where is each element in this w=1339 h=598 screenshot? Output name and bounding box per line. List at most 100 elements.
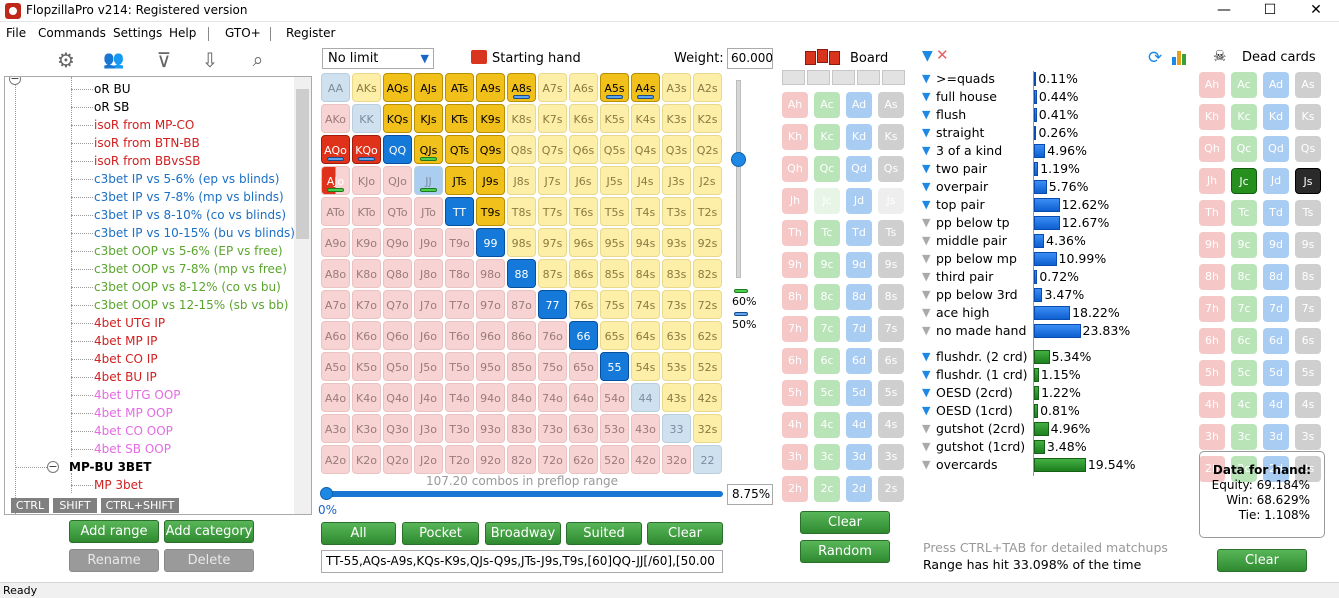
tree-item[interactable]: 4bet BU IP	[94, 370, 157, 384]
card-8c[interactable]: 8c	[814, 284, 840, 310]
card-Kd[interactable]: Kd	[1263, 104, 1289, 130]
card-Jh[interactable]: Jh	[1199, 168, 1225, 194]
stat-filter-icon[interactable]: ▼	[922, 144, 931, 157]
hand-cell-A2s[interactable]: A2s	[693, 73, 722, 102]
card-Ks[interactable]: Ks	[878, 124, 904, 150]
card-Ts[interactable]: Ts	[1295, 200, 1321, 226]
hand-cell-87o[interactable]: 87o	[507, 290, 536, 319]
card-Kh[interactable]: Kh	[1199, 104, 1225, 130]
hand-cell-J7o[interactable]: J7o	[414, 290, 443, 319]
card-Ac[interactable]: Ac	[814, 92, 840, 118]
hand-cell-J5o[interactable]: J5o	[414, 352, 443, 381]
card-9s[interactable]: 9s	[878, 252, 904, 278]
card-7s[interactable]: 7s	[878, 316, 904, 342]
hand-cell-85o[interactable]: 85o	[507, 352, 536, 381]
hand-cell-97s[interactable]: 97s	[538, 228, 567, 257]
tree-item[interactable]: 4bet CO IP	[94, 352, 158, 366]
hand-cell-T7s[interactable]: T7s	[538, 197, 567, 226]
card-Kh[interactable]: Kh	[782, 124, 808, 150]
hand-cell-Q9s[interactable]: Q9s	[476, 135, 505, 164]
hand-cell-33[interactable]: 33	[662, 414, 691, 443]
tree-item[interactable]: oR SB	[94, 100, 130, 114]
card-6s[interactable]: 6s	[878, 348, 904, 374]
stat-name[interactable]: middle pair	[936, 233, 1007, 248]
card-7h[interactable]: 7h	[1199, 296, 1225, 322]
hand-cell-T8o[interactable]: T8o	[445, 259, 474, 288]
stat-filter-icon[interactable]: ▼	[922, 368, 931, 381]
weight-slider-knob[interactable]	[731, 152, 746, 167]
hand-cell-22[interactable]: 22	[693, 445, 722, 474]
hand-cell-J6s[interactable]: J6s	[569, 166, 598, 195]
stat-filter-icon[interactable]: ▼	[922, 162, 931, 175]
card-As[interactable]: As	[878, 92, 904, 118]
card-4d[interactable]: 4d	[1263, 392, 1289, 418]
hand-cell-AJs[interactable]: AJs	[414, 73, 443, 102]
card-5d[interactable]: 5d	[846, 380, 872, 406]
hand-cell-62o[interactable]: 62o	[569, 445, 598, 474]
menu-settings[interactable]: Settings	[113, 26, 163, 40]
hand-cell-AJo[interactable]: AJo	[321, 166, 350, 195]
stat-name[interactable]: flushdr. (2 crd)	[936, 349, 1028, 364]
hand-cell-K6o[interactable]: K6o	[352, 321, 381, 350]
hand-cell-T5o[interactable]: T5o	[445, 352, 474, 381]
board-random-button[interactable]: Random	[800, 540, 890, 563]
stat-filter-icon[interactable]: ▼	[922, 306, 931, 319]
hand-cell-Q9o[interactable]: Q9o	[383, 228, 412, 257]
hand-cell-A3s[interactable]: A3s	[662, 73, 691, 102]
card-4s[interactable]: 4s	[1295, 392, 1321, 418]
hand-cell-KQs[interactable]: KQs	[383, 104, 412, 133]
hand-cell-K5o[interactable]: K5o	[352, 352, 381, 381]
hand-cell-ATs[interactable]: ATs	[445, 73, 474, 102]
card-3h[interactable]: 3h	[1199, 424, 1225, 450]
hand-cell-K2s[interactable]: K2s	[693, 104, 722, 133]
hand-cell-72s[interactable]: 72s	[693, 290, 722, 319]
hand-cell-QTo[interactable]: QTo	[383, 197, 412, 226]
board-slot[interactable]	[782, 70, 805, 85]
card-8h[interactable]: 8h	[1199, 264, 1225, 290]
hand-cell-86s[interactable]: 86s	[569, 259, 598, 288]
hand-cell-54o[interactable]: 54o	[600, 383, 629, 412]
hand-cell-72o[interactable]: 72o	[538, 445, 567, 474]
hand-cell-K8o[interactable]: K8o	[352, 259, 381, 288]
stat-name[interactable]: OESD (1crd)	[936, 403, 1013, 418]
tree-item[interactable]: c3bet IP vs 8-10% (co vs blinds)	[94, 208, 287, 222]
hand-cell-KTs[interactable]: KTs	[445, 104, 474, 133]
hand-cell-92s[interactable]: 92s	[693, 228, 722, 257]
menu-register[interactable]: Register	[286, 26, 336, 40]
card-9h[interactable]: 9h	[1199, 232, 1225, 258]
hand-cell-55[interactable]: 55	[600, 352, 629, 381]
limit-select[interactable]: No limit ▼	[322, 48, 434, 69]
pocket-button[interactable]: Pocket	[402, 522, 479, 545]
range-tree[interactable]: − oR BU oR SB isoR from MP-CO isoR from BTN…	[4, 76, 312, 515]
hand-cell-84s[interactable]: 84s	[631, 259, 660, 288]
hand-cell-T9o[interactable]: T9o	[445, 228, 474, 257]
hand-cell-K7o[interactable]: K7o	[352, 290, 381, 319]
hand-cell-KQo[interactable]: KQo	[352, 135, 381, 164]
hand-cell-Q8o[interactable]: Q8o	[383, 259, 412, 288]
menu-gto[interactable]: GTO+	[225, 26, 261, 40]
hand-cell-ATo[interactable]: ATo	[321, 197, 350, 226]
hand-cell-Q5s[interactable]: Q5s	[600, 135, 629, 164]
hand-cell-Q4s[interactable]: Q4s	[631, 135, 660, 164]
card-Ad[interactable]: Ad	[1263, 72, 1289, 98]
card-Ac[interactable]: Ac	[1231, 72, 1257, 98]
hand-cell-A8s[interactable]: A8s	[507, 73, 536, 102]
hand-cell-44[interactable]: 44	[631, 383, 660, 412]
hand-cell-96s[interactable]: 96s	[569, 228, 598, 257]
hand-cell-T2o[interactable]: T2o	[445, 445, 474, 474]
hand-cell-62s[interactable]: 62s	[693, 321, 722, 350]
hand-cell-Q3s[interactable]: Q3s	[662, 135, 691, 164]
hand-cell-KJs[interactable]: KJs	[414, 104, 443, 133]
card-7c[interactable]: 7c	[1231, 296, 1257, 322]
stat-name[interactable]: two pair	[936, 161, 987, 176]
hand-cell-92o[interactable]: 92o	[476, 445, 505, 474]
stat-filter-icon[interactable]: ▼	[922, 422, 931, 435]
hand-cell-98s[interactable]: 98s	[507, 228, 536, 257]
card-2d[interactable]: 2d	[846, 476, 872, 502]
card-Ah[interactable]: Ah	[1199, 72, 1225, 98]
hand-cell-K2o[interactable]: K2o	[352, 445, 381, 474]
card-4h[interactable]: 4h	[782, 412, 808, 438]
card-Jc[interactable]: Jc	[814, 188, 840, 214]
card-Th[interactable]: Th	[782, 220, 808, 246]
hand-cell-A5o[interactable]: A5o	[321, 352, 350, 381]
